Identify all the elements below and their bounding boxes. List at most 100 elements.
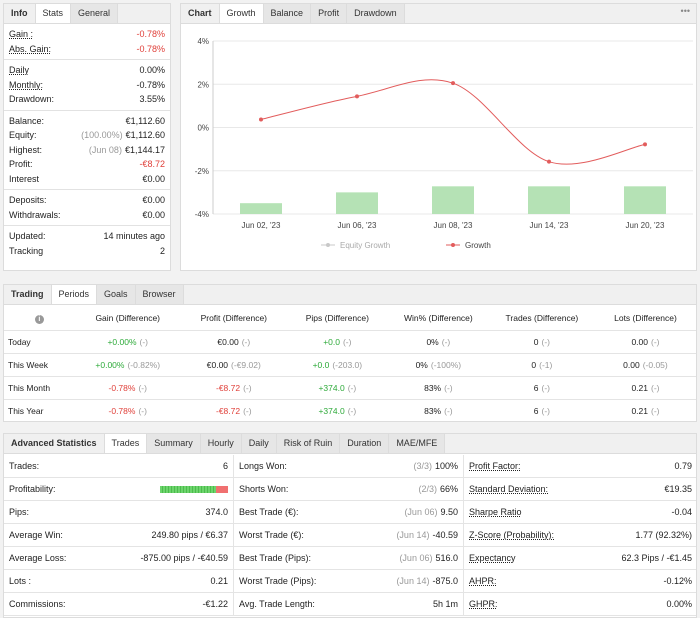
- tab[interactable]: Profit: [311, 4, 348, 23]
- cell-diff: (-): [650, 406, 660, 416]
- tab[interactable]: Balance: [263, 4, 312, 23]
- cell-diff: (-0.05): [642, 360, 668, 370]
- tab[interactable]: Summary: [147, 434, 201, 453]
- stats-value: 5h 1m: [433, 599, 458, 609]
- tab[interactable]: Trading: [4, 285, 52, 304]
- cell-diff: (-): [444, 383, 453, 393]
- stats-row: Worst Trade (Pips): (Jun 14) -875.0: [234, 570, 464, 593]
- info-group: Daily 0.00% Monthly: -0.78% Drawdown: 3.55%: [4, 60, 170, 111]
- stats-number: 6: [222, 461, 228, 471]
- tab[interactable]: General: [71, 4, 119, 23]
- series-point: [451, 81, 455, 86]
- stats-label: Sharpe Ratio: [469, 507, 522, 517]
- cell: -€8.72 (-): [180, 399, 287, 421]
- row-label: This Month: [4, 376, 75, 400]
- cell: +0.0 (-): [286, 330, 388, 354]
- stats-row: Shorts Won: (2/3) 66%: [234, 478, 464, 501]
- cell-diff: (-): [541, 383, 551, 393]
- info-row: Drawdown: 3.55%: [9, 92, 165, 107]
- cell-diff: (-): [541, 337, 551, 347]
- tab[interactable]: Stats: [35, 4, 72, 23]
- stats-label: Trades:: [9, 461, 40, 471]
- cell-value: -€8.72: [215, 406, 241, 416]
- cell: +0.00% (-0.82%): [74, 353, 181, 377]
- cell-diff: (-): [444, 406, 453, 416]
- info-label: Drawdown:: [9, 94, 55, 104]
- legend-label: Growth: [465, 241, 491, 250]
- stats-value: -0.12%: [663, 576, 692, 586]
- cell-value: €0.00: [206, 360, 229, 370]
- tab[interactable]: Periods: [51, 285, 98, 304]
- cell-diff: (-): [650, 337, 660, 347]
- info-label: Withdrawals:: [9, 209, 61, 220]
- stats-value: (Jun 06) 516.0: [399, 553, 458, 563]
- stats-note: (Jun 06): [404, 507, 438, 517]
- cell: 83% (-): [387, 399, 489, 421]
- stats-value: 0.21: [210, 576, 228, 586]
- info-number: €0.00: [142, 209, 165, 220]
- stats-value: 62.3 Pips / -€1.45: [621, 553, 692, 563]
- cell-value: 0%: [426, 337, 439, 347]
- row-label: Today: [4, 330, 75, 354]
- info-value: €0.00: [142, 208, 165, 223]
- stats-row: Standard Deviation: €19.35: [464, 478, 696, 501]
- tab[interactable]: Goals: [97, 285, 136, 304]
- tab[interactable]: Hourly: [200, 434, 242, 453]
- header-cell: i: [4, 306, 75, 331]
- cell-value: 0.00: [623, 360, 640, 370]
- info-number: -0.78%: [136, 79, 165, 90]
- row-label: This Year: [4, 399, 75, 421]
- stats-value: (Jun 06) 9.50: [404, 507, 458, 517]
- bar: [336, 192, 378, 214]
- tab[interactable]: Daily: [241, 434, 277, 453]
- tab[interactable]: Browser: [135, 285, 184, 304]
- cell-value: +374.0: [318, 406, 345, 416]
- tab[interactable]: Drawdown: [347, 4, 405, 23]
- cell: +374.0 (-): [286, 376, 388, 400]
- info-label: Daily: [9, 65, 30, 75]
- cell-diff: (-): [342, 337, 352, 347]
- x-tick-label: Jun 08, '23: [434, 221, 473, 230]
- info-value: 0.00%: [139, 63, 165, 78]
- cell: 0.00 (-): [594, 330, 696, 354]
- stats-number: -875.0: [432, 576, 458, 586]
- tab[interactable]: Risk of Ruin: [276, 434, 341, 453]
- stats-value: 249.80 pips / €6.37: [151, 530, 228, 540]
- stats-label: Longs Won:: [239, 461, 287, 471]
- info-icon: i: [34, 314, 44, 324]
- stats-label: Average Loss:: [9, 553, 67, 563]
- menu-button[interactable]: •••: [680, 6, 690, 16]
- info-value: -0.78%: [136, 42, 165, 57]
- tab[interactable]: Advanced Statistics: [4, 434, 105, 453]
- y-tick-label: 2%: [197, 80, 209, 89]
- stats-number: -875.00 pips / -€40.59: [140, 553, 228, 563]
- stats-row: Commissions: -€1.22: [4, 593, 234, 616]
- stats-column: Longs Won: (3/3) 100% Shorts Won: (2/3) 66% Be…: [234, 455, 464, 616]
- stats-label: Lots :: [9, 576, 32, 586]
- stats-note: (Jun 06): [399, 553, 433, 563]
- info-value: -€8.72: [139, 157, 165, 172]
- stats-number: €19.35: [664, 484, 692, 494]
- tab[interactable]: MAE/MFE: [389, 434, 446, 453]
- legend-label: Equity Growth: [340, 241, 390, 250]
- cell: -€8.72 (-): [180, 376, 287, 400]
- cell-diff: (-): [243, 383, 252, 393]
- cell: +0.00% (-): [74, 330, 181, 354]
- period-row: This Month -0.78% (-) -€8.72 (-) +374.0 (-) 83%…: [4, 376, 696, 400]
- cell-diff: (-1): [539, 360, 553, 370]
- tab[interactable]: Trades: [104, 434, 148, 453]
- series-point: [259, 117, 263, 122]
- info-label: Monthly:: [9, 79, 44, 90]
- tab[interactable]: Duration: [340, 434, 390, 453]
- header-cell: Gain (Difference): [74, 306, 181, 331]
- stats-value: -€1.22: [202, 599, 228, 609]
- info-number: 0.00%: [139, 65, 165, 75]
- stats-label: GHPR:: [469, 599, 498, 609]
- tab[interactable]: Info: [4, 4, 36, 23]
- header-cell: Profit (Difference): [180, 306, 287, 331]
- stats-row: Trades: 6: [4, 455, 234, 478]
- tab[interactable]: Growth: [219, 4, 264, 23]
- stats-row: Sharpe Ratio -0.04: [464, 501, 696, 524]
- stats-number: 66%: [439, 484, 458, 494]
- tab[interactable]: Chart: [181, 4, 220, 23]
